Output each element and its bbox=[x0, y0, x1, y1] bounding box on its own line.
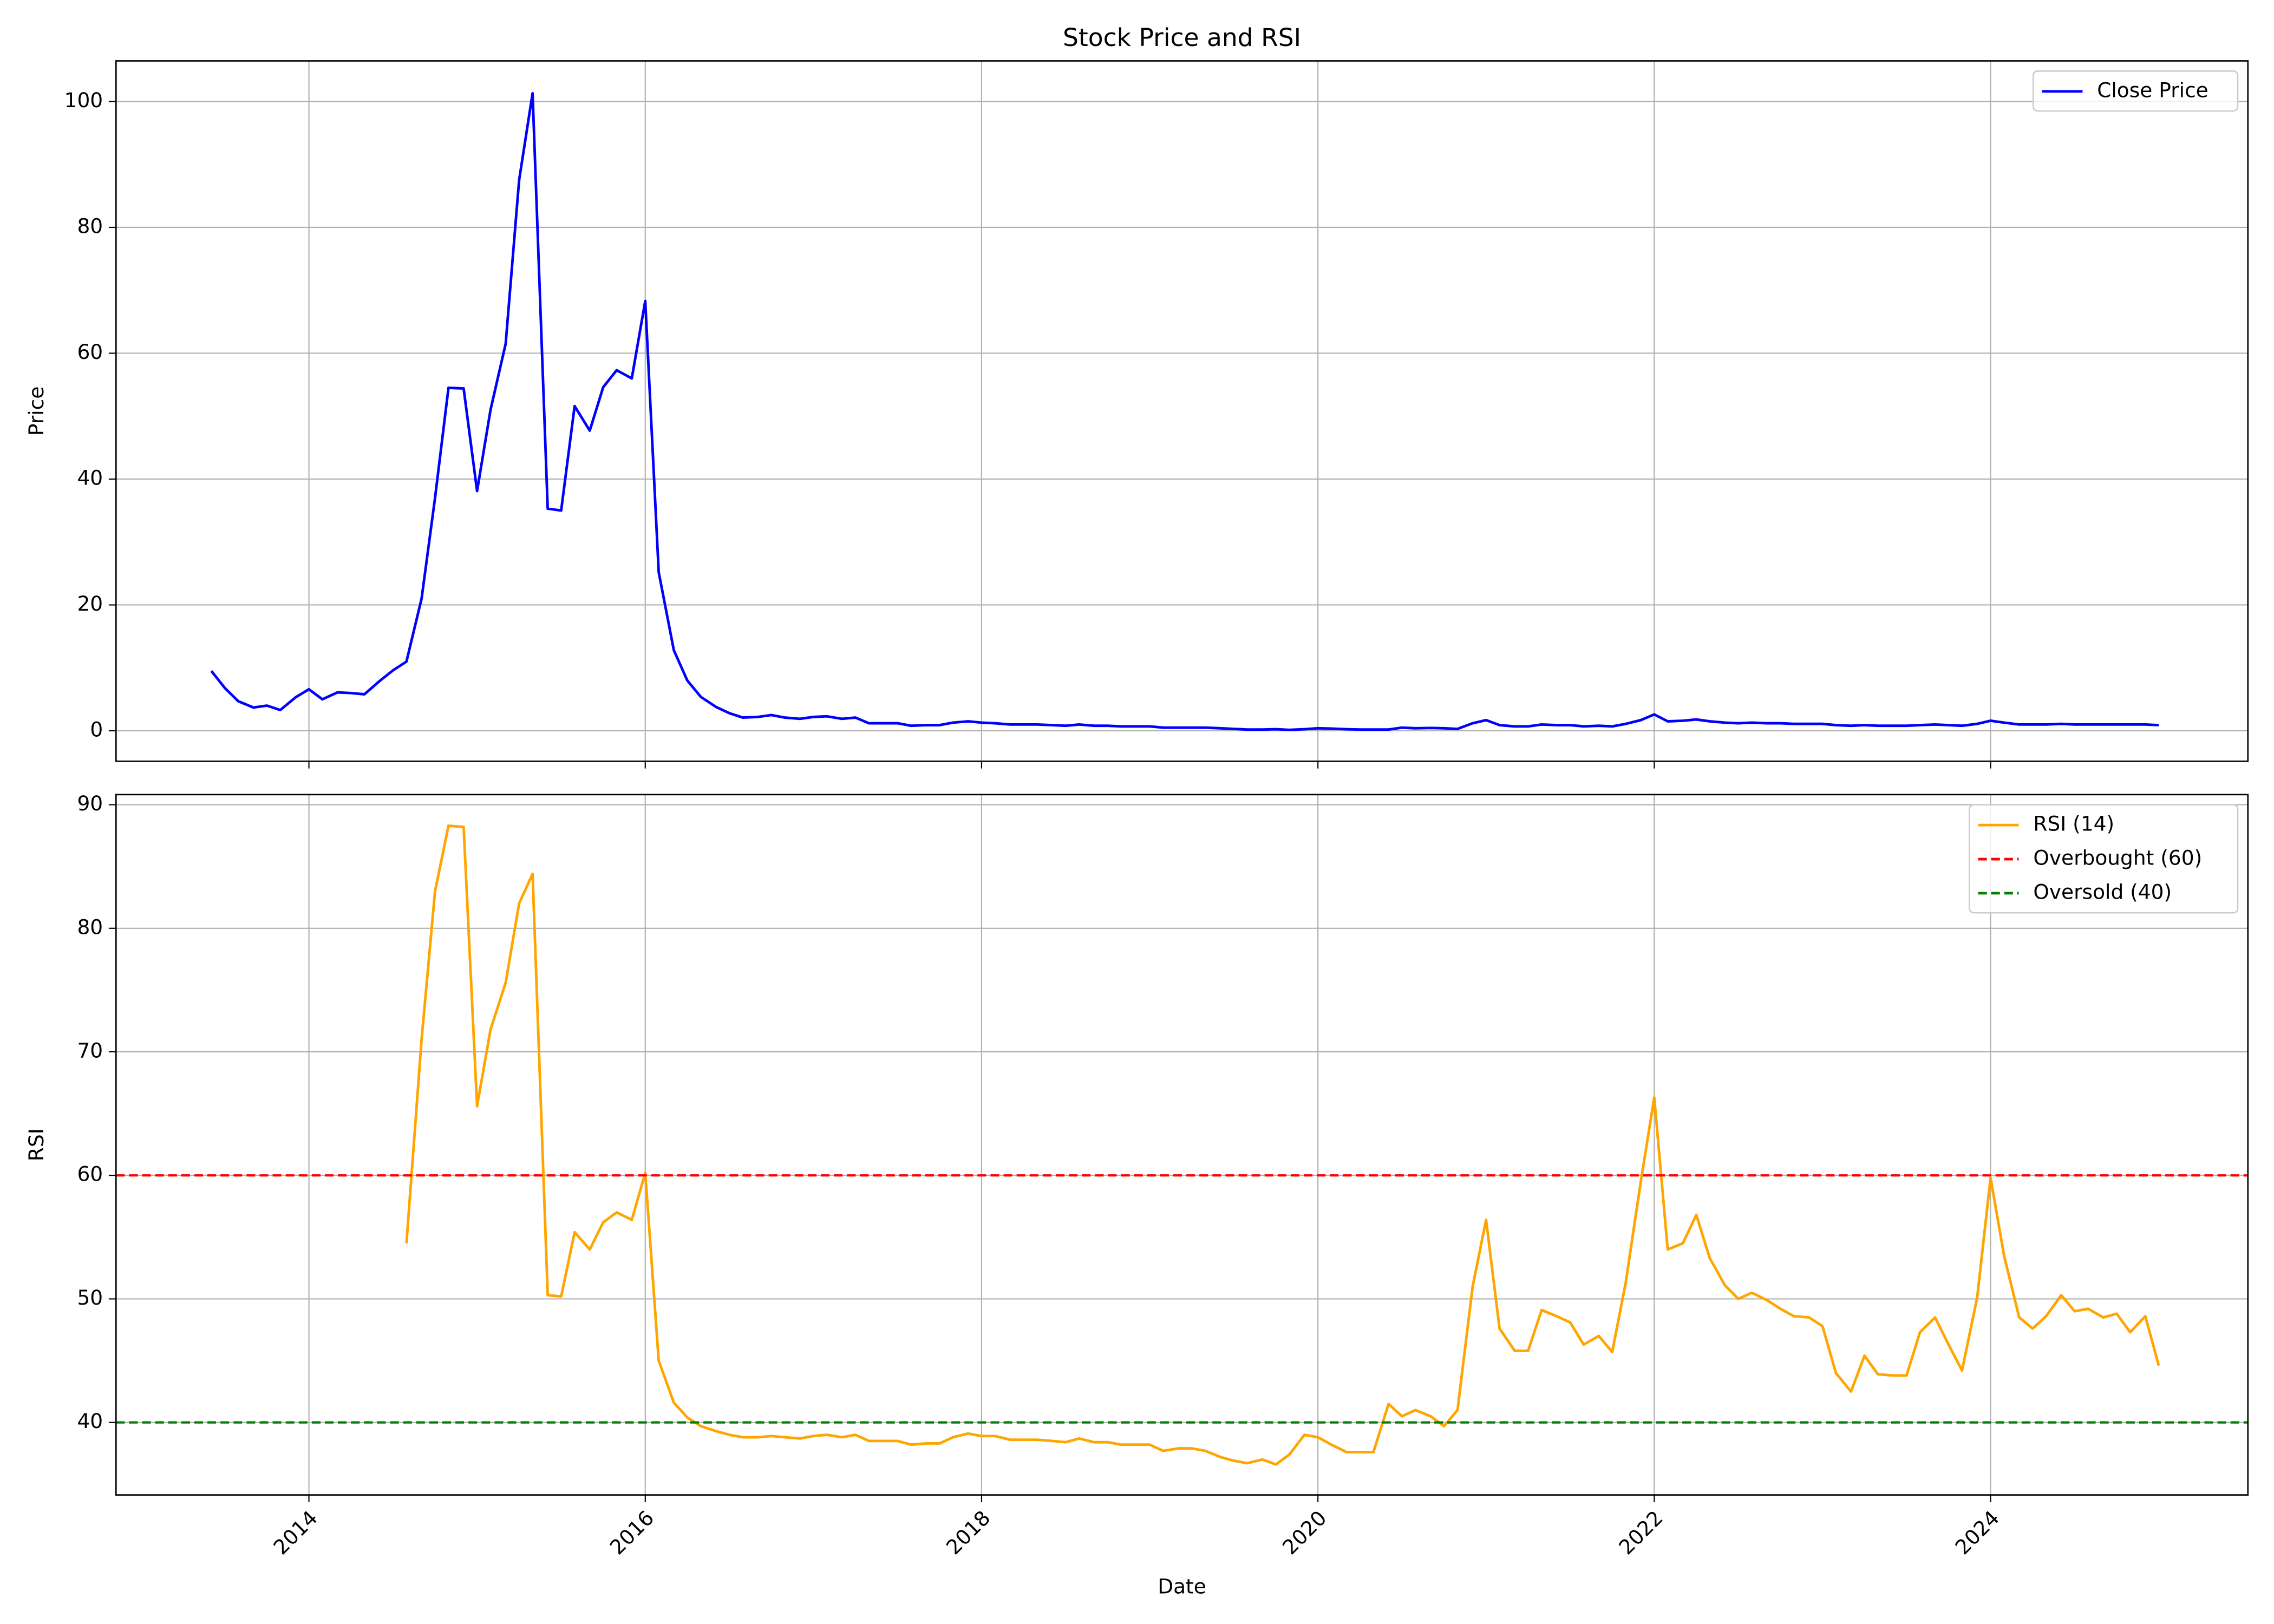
y-tick-label: 40 bbox=[77, 1409, 103, 1433]
legend-label: Close Price bbox=[2097, 78, 2208, 102]
y-tick-label: 50 bbox=[77, 1286, 103, 1309]
price-line bbox=[210, 91, 2159, 731]
legend: RSI (14) Overbought (60) Oversold (40) bbox=[1969, 804, 2239, 914]
x-axis-label: Date bbox=[1158, 1575, 1206, 1599]
y-axis-label: RSI bbox=[24, 1128, 48, 1161]
axes-frame bbox=[115, 794, 2249, 1496]
legend-box bbox=[2033, 70, 2239, 112]
legend-label: Overbought (60) bbox=[2033, 846, 2202, 870]
figure-title: Stock Price and RSI bbox=[1063, 23, 1301, 52]
price-line bbox=[405, 824, 2160, 1466]
legend-label: RSI (14) bbox=[2033, 812, 2114, 836]
y-tick-label: 60 bbox=[77, 1162, 103, 1186]
legend: Close Price bbox=[2033, 70, 2239, 112]
y-tick-label: 90 bbox=[77, 791, 103, 815]
subplot: 0 20 40 60 80 100 Price Close Price bbox=[24, 60, 2249, 769]
legend-box bbox=[1969, 804, 2239, 914]
y-tick-label: 0 bbox=[90, 717, 103, 741]
y-tick-label: 40 bbox=[77, 466, 103, 489]
y-tick-label: 80 bbox=[77, 915, 103, 939]
axes-frame bbox=[115, 60, 2249, 762]
y-tick-label: 80 bbox=[77, 214, 103, 238]
y-tick-label: 20 bbox=[77, 592, 103, 615]
legend-label: Oversold (40) bbox=[2033, 880, 2172, 904]
y-tick-label: 100 bbox=[64, 88, 103, 112]
y-tick-label: 60 bbox=[77, 340, 103, 364]
y-tick-label: 70 bbox=[77, 1039, 103, 1063]
y-axis-label: Price bbox=[24, 387, 48, 436]
